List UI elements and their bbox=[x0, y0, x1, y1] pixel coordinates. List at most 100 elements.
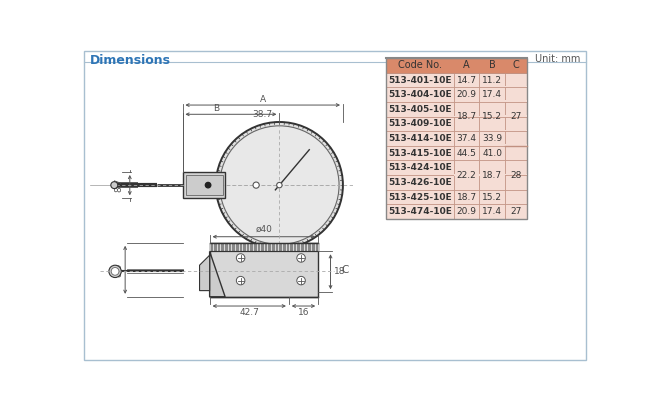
Text: 20.9: 20.9 bbox=[456, 90, 477, 99]
Bar bbox=[386, 204, 454, 219]
Circle shape bbox=[297, 276, 305, 285]
Circle shape bbox=[111, 182, 118, 188]
Bar bbox=[479, 102, 505, 116]
Text: 18: 18 bbox=[334, 267, 345, 276]
Bar bbox=[479, 88, 505, 102]
Text: 14.7: 14.7 bbox=[456, 76, 477, 85]
Bar bbox=[479, 116, 505, 131]
Bar bbox=[386, 102, 454, 116]
Text: 17.4: 17.4 bbox=[482, 90, 502, 99]
Text: B: B bbox=[213, 104, 220, 113]
Bar bbox=[505, 175, 526, 190]
Bar bbox=[386, 175, 454, 190]
Bar bbox=[454, 160, 479, 175]
Bar bbox=[386, 88, 454, 102]
Bar bbox=[210, 243, 318, 252]
Circle shape bbox=[216, 122, 343, 248]
Text: 20.9: 20.9 bbox=[456, 207, 477, 216]
Text: A: A bbox=[463, 60, 470, 70]
Bar bbox=[454, 116, 505, 117]
Text: 513-425-10E: 513-425-10E bbox=[388, 193, 453, 201]
Bar bbox=[505, 88, 526, 102]
Text: 513-405-10E: 513-405-10E bbox=[388, 105, 452, 114]
Text: 8.7: 8.7 bbox=[114, 178, 124, 193]
Text: A: A bbox=[260, 94, 266, 103]
Text: 17.4: 17.4 bbox=[482, 207, 502, 216]
Bar bbox=[386, 160, 454, 175]
Text: 18.7: 18.7 bbox=[456, 193, 477, 201]
Bar bbox=[454, 204, 479, 219]
Circle shape bbox=[109, 265, 121, 278]
Polygon shape bbox=[210, 252, 225, 297]
Bar bbox=[505, 146, 526, 160]
Bar bbox=[505, 144, 526, 146]
Bar bbox=[479, 175, 505, 190]
Bar bbox=[479, 204, 505, 219]
Text: 18.7: 18.7 bbox=[482, 171, 502, 179]
Text: 513-415-10E: 513-415-10E bbox=[388, 149, 453, 158]
Text: 27: 27 bbox=[510, 112, 521, 121]
Text: 22.2: 22.2 bbox=[456, 171, 476, 179]
Bar bbox=[479, 190, 505, 204]
Text: Code No.: Code No. bbox=[398, 60, 441, 70]
Circle shape bbox=[111, 267, 119, 275]
Text: 27: 27 bbox=[510, 207, 521, 216]
Bar bbox=[479, 131, 505, 146]
Bar bbox=[386, 73, 454, 88]
Text: 44.5: 44.5 bbox=[456, 149, 477, 158]
Bar bbox=[505, 131, 526, 146]
Text: B: B bbox=[489, 60, 496, 70]
Bar bbox=[454, 174, 505, 176]
Text: 38.7: 38.7 bbox=[252, 109, 273, 119]
Bar bbox=[386, 146, 454, 160]
Bar bbox=[505, 130, 526, 131]
Text: 513-424-10E: 513-424-10E bbox=[388, 163, 453, 172]
Bar bbox=[454, 88, 479, 102]
Text: 33.9: 33.9 bbox=[482, 134, 502, 143]
Bar bbox=[454, 146, 479, 160]
Bar bbox=[454, 102, 479, 116]
Circle shape bbox=[297, 254, 305, 262]
Circle shape bbox=[236, 276, 245, 285]
Text: 28: 28 bbox=[510, 171, 521, 179]
Text: 8.9: 8.9 bbox=[114, 263, 124, 277]
Bar bbox=[386, 58, 526, 73]
Text: Dimensions: Dimensions bbox=[90, 54, 171, 67]
Polygon shape bbox=[199, 255, 210, 291]
Bar bbox=[505, 204, 526, 219]
Text: 513-404-10E: 513-404-10E bbox=[388, 90, 453, 99]
Bar bbox=[386, 131, 454, 146]
Text: 41.0: 41.0 bbox=[482, 149, 502, 158]
Bar bbox=[505, 173, 526, 175]
Bar bbox=[386, 58, 526, 219]
Bar bbox=[454, 190, 479, 204]
Circle shape bbox=[277, 182, 282, 188]
Bar bbox=[454, 116, 479, 131]
Circle shape bbox=[253, 182, 259, 188]
Bar bbox=[505, 73, 526, 88]
Text: 11.2: 11.2 bbox=[482, 76, 502, 85]
Text: 513-409-10E: 513-409-10E bbox=[388, 119, 453, 129]
Text: 15.2: 15.2 bbox=[482, 112, 502, 121]
Text: 513-426-10E: 513-426-10E bbox=[388, 178, 453, 187]
Bar bbox=[454, 73, 479, 88]
Bar bbox=[505, 86, 526, 88]
Bar bbox=[182, 172, 225, 198]
Text: 513-401-10E: 513-401-10E bbox=[388, 76, 452, 85]
Bar bbox=[386, 190, 454, 204]
Text: 18.7: 18.7 bbox=[456, 112, 477, 121]
Text: 16: 16 bbox=[298, 308, 309, 317]
Circle shape bbox=[220, 126, 339, 245]
Text: ø40: ø40 bbox=[256, 225, 272, 234]
Text: 15.2: 15.2 bbox=[482, 193, 502, 201]
Text: 42.7: 42.7 bbox=[239, 308, 259, 317]
Bar bbox=[479, 73, 505, 88]
Bar bbox=[479, 160, 505, 175]
Bar bbox=[505, 102, 526, 116]
Bar bbox=[454, 175, 479, 190]
Text: 37.4: 37.4 bbox=[456, 134, 477, 143]
Bar bbox=[505, 101, 526, 102]
Text: C: C bbox=[512, 60, 519, 70]
Bar bbox=[210, 243, 318, 297]
Bar bbox=[186, 175, 223, 195]
